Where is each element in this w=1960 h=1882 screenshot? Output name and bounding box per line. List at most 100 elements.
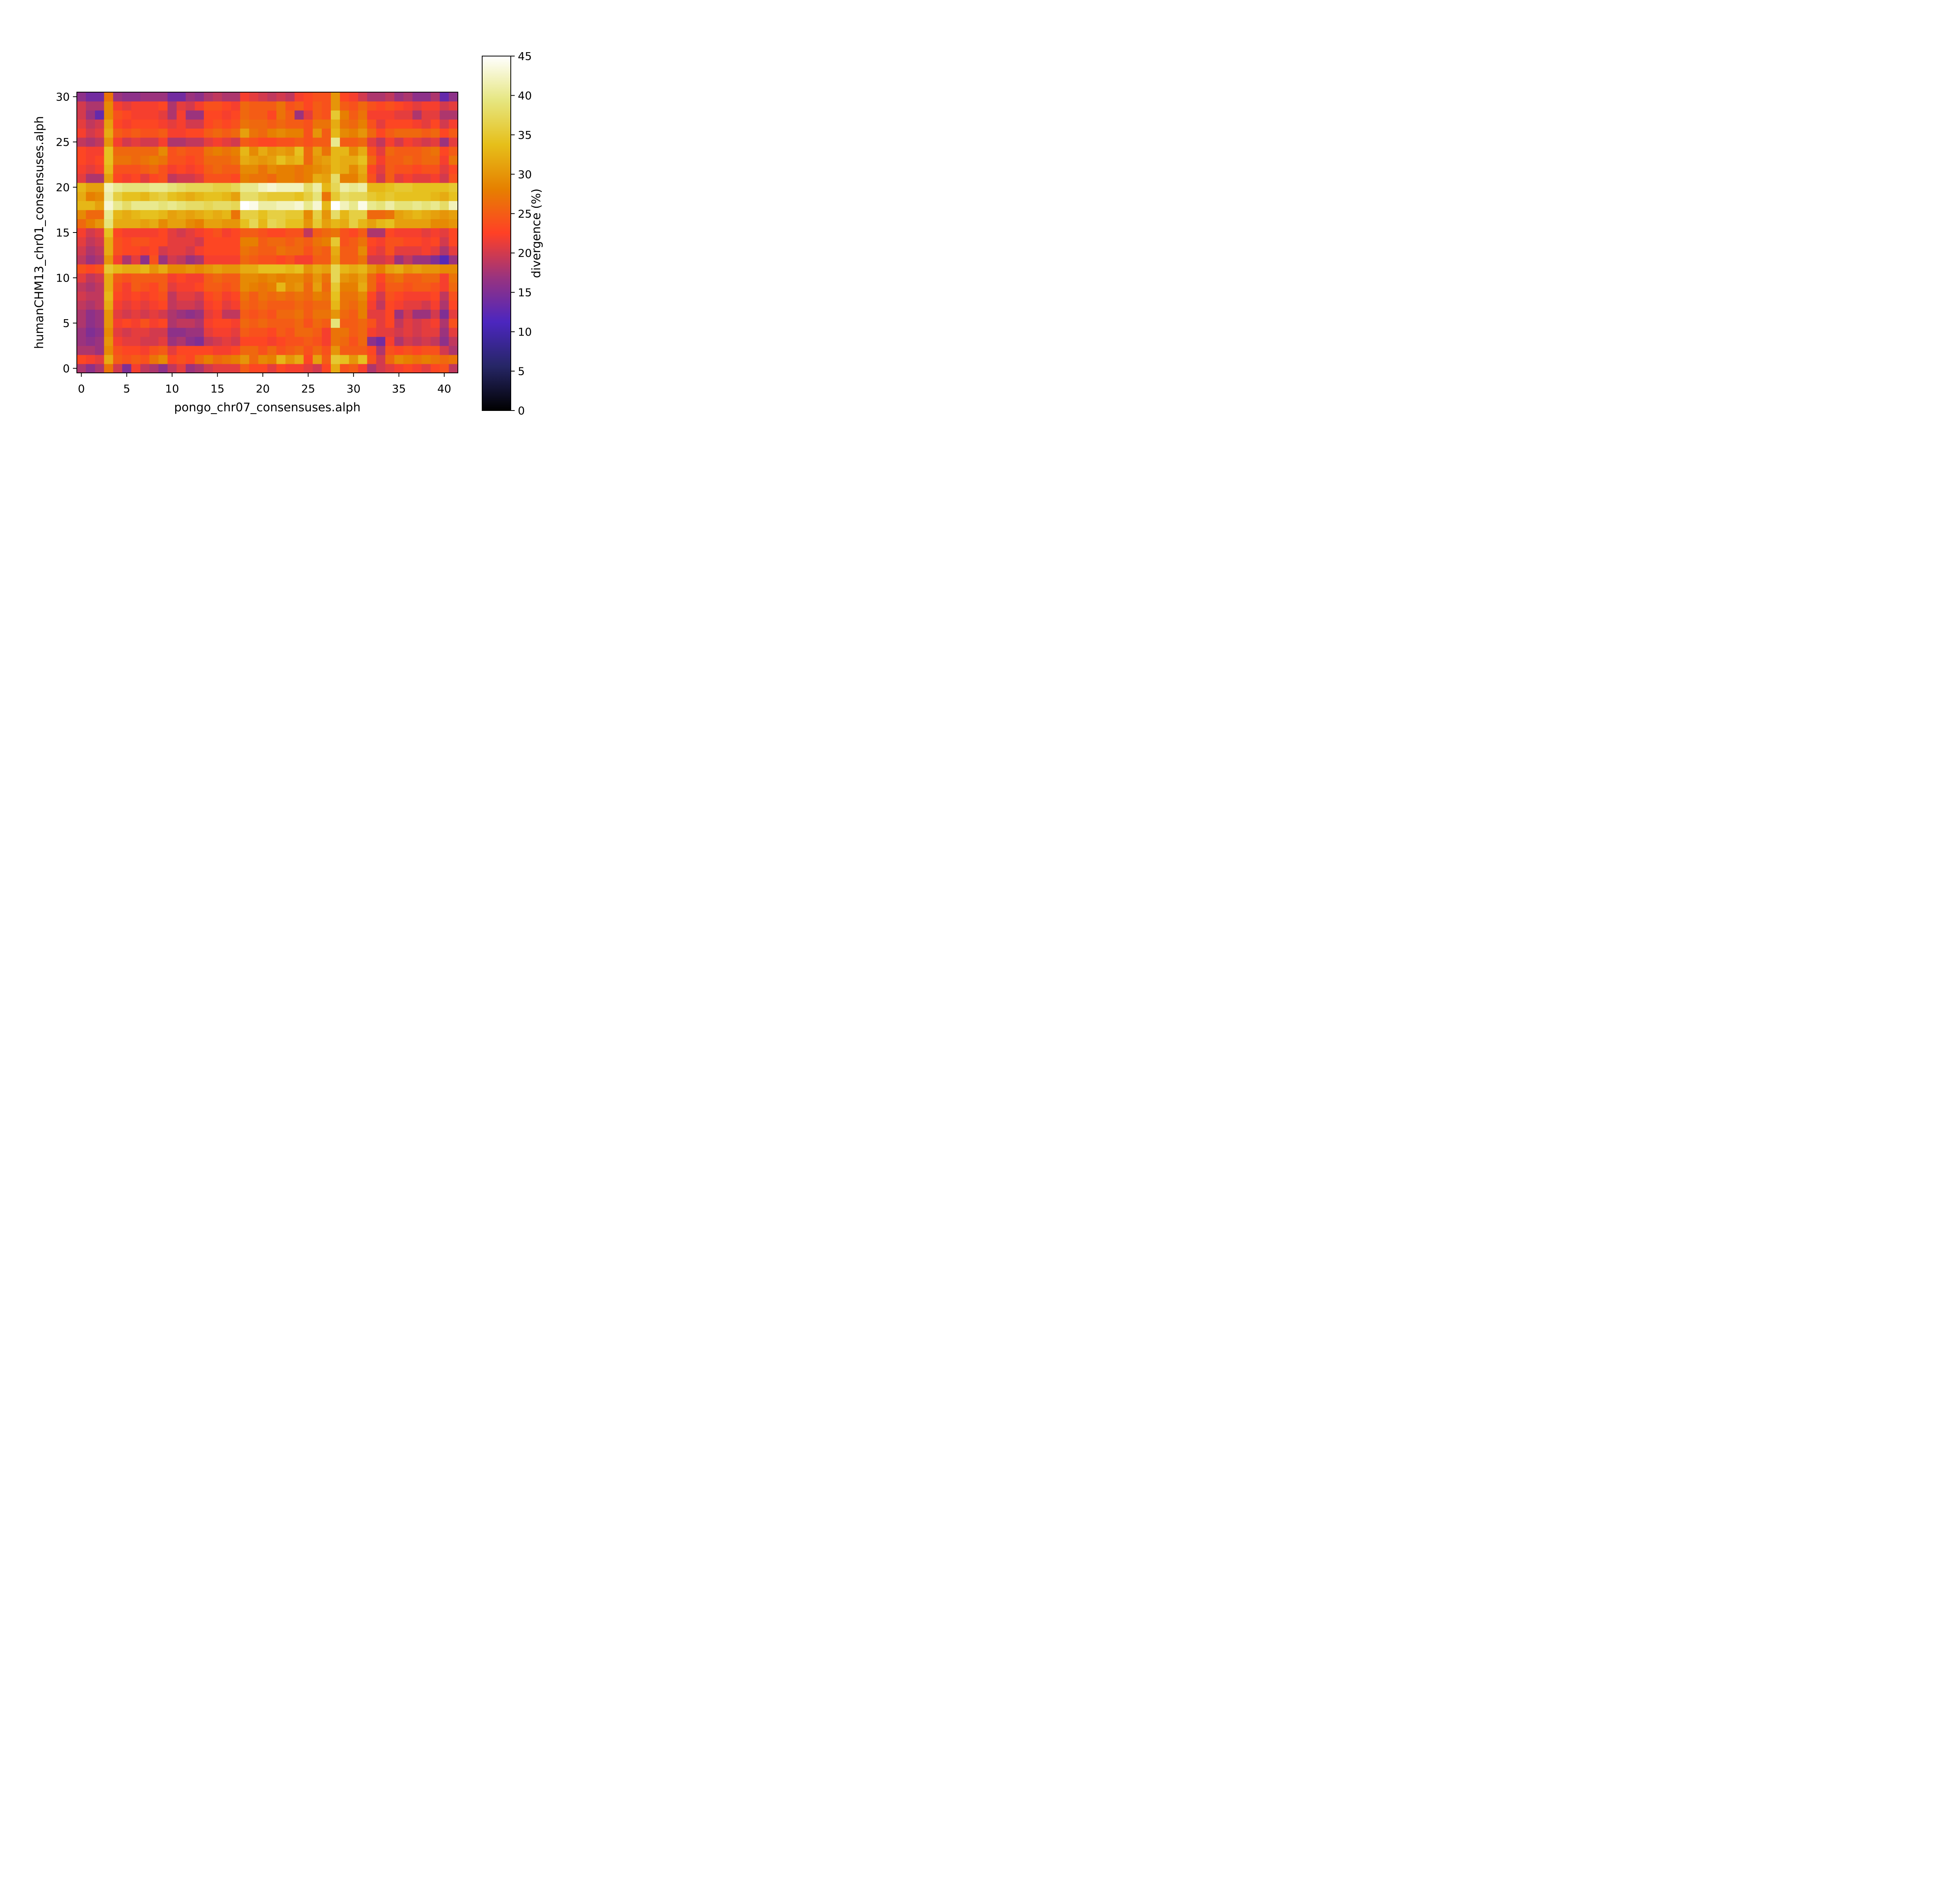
heatmap-cell (448, 282, 458, 292)
heatmap-cell (213, 201, 222, 210)
heatmap-cell (439, 201, 449, 210)
heatmap-cell (104, 92, 114, 102)
heatmap-cell (403, 363, 413, 373)
heatmap-cell (421, 210, 431, 219)
heatmap-cell (267, 354, 277, 364)
heatmap-cell (312, 318, 322, 328)
heatmap-cell (267, 345, 277, 355)
heatmap-cell (185, 264, 195, 274)
heatmap-cell (385, 354, 395, 364)
heatmap-cell (86, 164, 95, 174)
heatmap-cell (149, 264, 159, 274)
heatmap-cell (149, 192, 159, 201)
heatmap-cell (430, 264, 440, 274)
heatmap-cell (285, 155, 295, 165)
heatmap-cell (86, 182, 95, 192)
heatmap-cell (185, 273, 195, 283)
heatmap-cell (167, 255, 177, 265)
heatmap-cell (204, 137, 213, 147)
heatmap-cell (131, 363, 141, 373)
heatmap-cell (358, 336, 368, 346)
heatmap-cell (312, 282, 322, 292)
heatmap-cell (448, 237, 458, 247)
heatmap-cell (349, 137, 359, 147)
heatmap-cell (222, 282, 232, 292)
heatmap-cell (213, 110, 222, 120)
heatmap-cell (394, 336, 404, 346)
heatmap-cell (403, 291, 413, 301)
heatmap-cell (176, 255, 186, 265)
heatmap-cell (340, 210, 349, 219)
heatmap-cell (185, 101, 195, 111)
heatmap-cell (240, 192, 250, 201)
heatmap-cell (421, 164, 431, 174)
heatmap-cell (258, 246, 268, 256)
heatmap-cell (285, 246, 295, 256)
heatmap-cell (385, 237, 395, 247)
heatmap-cell (194, 128, 204, 138)
heatmap-cell (340, 146, 349, 156)
heatmap-cell (258, 164, 268, 174)
heatmap-cell (285, 192, 295, 201)
heatmap-cell (222, 210, 232, 219)
heatmap-cell (194, 192, 204, 201)
heatmap-cell (412, 201, 422, 210)
heatmap-cell (86, 354, 95, 364)
heatmap-cell (95, 182, 105, 192)
heatmap-cell (403, 101, 413, 111)
colorbar (482, 56, 511, 411)
heatmap-cell (294, 273, 304, 283)
heatmap-cell (149, 101, 159, 111)
heatmap-cell (222, 255, 232, 265)
heatmap-cell (104, 273, 114, 283)
heatmap-cell (412, 327, 422, 337)
heatmap-cell (167, 291, 177, 301)
heatmap-cell (194, 182, 204, 192)
heatmap-cell (439, 210, 449, 219)
heatmap-cell (430, 318, 440, 328)
heatmap-cell (77, 210, 86, 219)
heatmap-cell (240, 155, 250, 165)
heatmap-cell (131, 192, 141, 201)
heatmap-cell (331, 309, 340, 319)
heatmap-cell (176, 210, 186, 219)
heatmap-cell (448, 101, 458, 111)
heatmap-cell (240, 110, 250, 120)
heatmap-cell (204, 255, 213, 265)
heatmap-cell (158, 318, 168, 328)
heatmap-cell (185, 155, 195, 165)
heatmap-cell (167, 182, 177, 192)
heatmap-cell (213, 101, 222, 111)
heatmap-cell (122, 255, 132, 265)
heatmap-cell (113, 264, 123, 274)
heatmap-cell (321, 164, 331, 174)
heatmap-cell (340, 128, 349, 138)
heatmap-cell (240, 201, 250, 210)
heatmap-cell (95, 101, 105, 111)
heatmap-cell (204, 155, 213, 165)
heatmap-cell (303, 219, 313, 229)
heatmap-cell (358, 92, 368, 102)
colorbar-tick-label: 20 (518, 247, 532, 260)
heatmap-cell (321, 92, 331, 102)
heatmap-cell (86, 92, 95, 102)
heatmap-cell (185, 201, 195, 210)
heatmap-cell (86, 291, 95, 301)
heatmap-cell (412, 119, 422, 129)
heatmap-cell (276, 228, 286, 238)
heatmap-cell (385, 345, 395, 355)
heatmap-cell (95, 210, 105, 219)
heatmap-cell (439, 155, 449, 165)
heatmap-cell (394, 228, 404, 238)
y-tick-label: 20 (56, 181, 70, 194)
heatmap-cell (358, 128, 368, 138)
heatmap-cell (86, 228, 95, 238)
heatmap-cell (376, 255, 386, 265)
heatmap-cell (158, 182, 168, 192)
heatmap-cell (222, 119, 232, 129)
heatmap-cell (158, 291, 168, 301)
heatmap-cell (185, 237, 195, 247)
heatmap-cell (285, 318, 295, 328)
heatmap-cell (249, 309, 259, 319)
heatmap-cell (113, 110, 123, 120)
